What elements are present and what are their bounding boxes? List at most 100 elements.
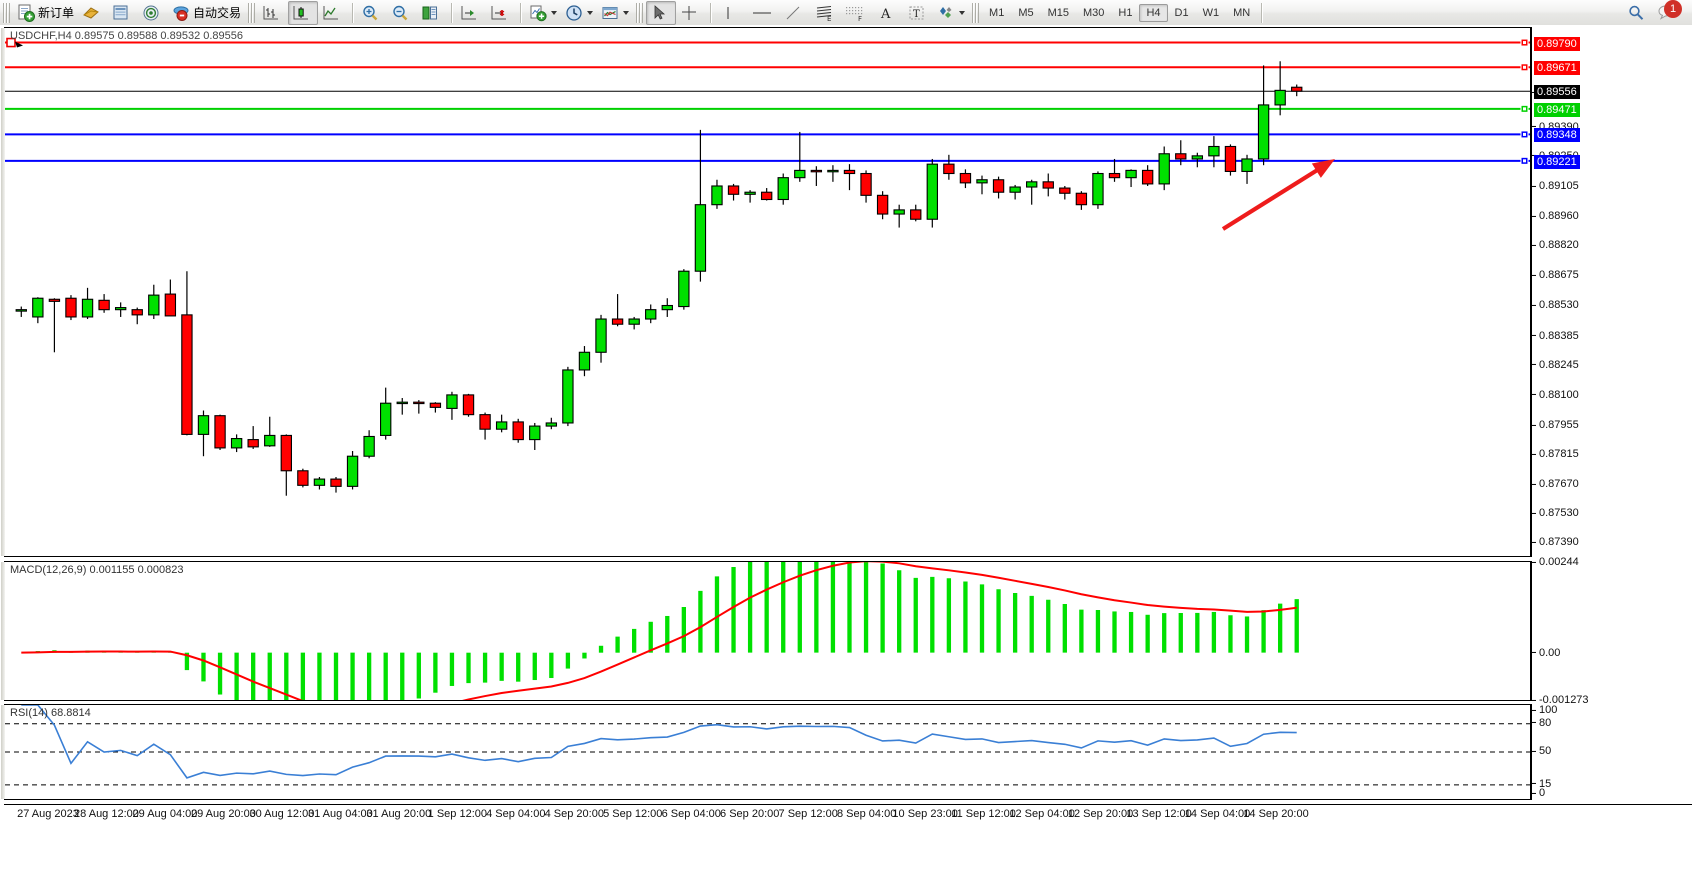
rsi-tick: 80 xyxy=(1532,717,1551,729)
text-label-button[interactable]: T xyxy=(903,1,933,25)
new-order-icon xyxy=(18,4,35,22)
svg-text:F: F xyxy=(858,15,862,22)
timeframe-h4[interactable]: H4 xyxy=(1139,3,1168,22)
templates-icon xyxy=(602,6,618,19)
new-order-label: 新订单 xyxy=(38,6,75,20)
timeframe-m30[interactable]: M30 xyxy=(1083,6,1105,19)
horizontal-line-icon xyxy=(753,12,772,13)
timeframe-w1[interactable]: W1 xyxy=(1202,6,1220,19)
candlestick-chart-button[interactable] xyxy=(288,0,319,25)
time-axis-label: 29 Aug 20:00 xyxy=(191,808,256,820)
price-tick: 0.88385 xyxy=(1532,330,1579,342)
time-axis[interactable]: 27 Aug 2023 28 Aug 12:00 29 Aug 04:00 29 Au… xyxy=(4,804,1692,825)
text-button[interactable]: A xyxy=(873,1,903,25)
line-chart-button[interactable] xyxy=(318,1,348,25)
chart-workspace: USDCHF,H4 0.89575 0.89588 0.89532 0.8955… xyxy=(0,25,1692,881)
time-axis-label: 13 Sep 12:00 xyxy=(1126,808,1192,820)
toolbar-grip[interactable] xyxy=(3,2,10,23)
new-order-button[interactable]: 新订单 xyxy=(13,1,78,25)
chart-shift-button[interactable] xyxy=(456,1,486,25)
tile-windows-button[interactable] xyxy=(417,1,447,25)
indicators-icon xyxy=(530,5,547,21)
price-label-green-level[interactable]: 0.89471 xyxy=(1534,102,1580,117)
macd-chart-canvas[interactable] xyxy=(5,562,1530,700)
signals-icon xyxy=(143,5,159,20)
bar-chart-button[interactable] xyxy=(258,1,288,25)
price-tick: 0.88820 xyxy=(1532,239,1579,251)
period-dropdown-caret[interactable] xyxy=(587,10,594,15)
zoom-in-button[interactable] xyxy=(357,1,387,25)
fibonacci-button[interactable]: E xyxy=(809,1,839,25)
search-icon xyxy=(1629,5,1644,20)
toolbar-separator-5 xyxy=(1261,2,1263,23)
auto-trading-label: 自动交易 xyxy=(193,6,242,20)
price-tick: 0.88100 xyxy=(1532,389,1579,401)
svg-text:T: T xyxy=(913,9,920,20)
shapes-icon xyxy=(940,6,952,18)
price-label-last[interactable]: 0.89556 xyxy=(1534,85,1580,100)
period-icon xyxy=(566,4,582,21)
price-label-resistance-1[interactable]: 0.89790 xyxy=(1534,36,1580,51)
price-pane[interactable]: USDCHF,H4 0.89575 0.89588 0.89532 0.8955… xyxy=(1,27,1531,557)
indicators-dropdown-caret[interactable] xyxy=(551,10,558,15)
signals-button[interactable] xyxy=(138,1,168,25)
vertical-line-button[interactable] xyxy=(715,1,745,25)
shapes-button[interactable] xyxy=(933,1,969,25)
crosshair-button[interactable] xyxy=(676,1,706,25)
time-axis-label: 29 Aug 04:00 xyxy=(132,808,198,820)
price-axis[interactable]: 0.895560.893900.892500.891050.889600.888… xyxy=(1531,27,1692,557)
toolbar-grip-4[interactable] xyxy=(972,2,980,23)
zoom-out-icon xyxy=(393,5,408,20)
notifications-button[interactable]: 1 xyxy=(1652,0,1682,25)
text-icon: A xyxy=(880,7,891,22)
data-window-icon xyxy=(113,5,128,19)
templates-dropdown-caret[interactable] xyxy=(623,10,630,15)
indicators-button[interactable] xyxy=(525,1,561,25)
macd-pane-grip xyxy=(1,562,5,700)
time-axis-label: 31 Aug 20:00 xyxy=(366,808,432,820)
time-axis-label: 12 Sep 04:00 xyxy=(1009,808,1075,820)
toolbar-grip-2[interactable] xyxy=(248,2,256,23)
time-axis-label: 10 Sep 23:00 xyxy=(892,808,958,820)
timeframe-m5[interactable]: M5 xyxy=(1018,6,1034,19)
timeframe-d1[interactable]: D1 xyxy=(1174,6,1189,19)
rsi-pane[interactable]: RSI(14) 68.8814 xyxy=(1,704,1531,800)
timeframe-h1[interactable]: H1 xyxy=(1118,6,1133,19)
timeframe-m15[interactable]: M15 xyxy=(1047,6,1069,19)
price-label-blue-level-2[interactable]: 0.89221 xyxy=(1534,154,1580,169)
macd-pane-title: MACD(12,26,9) 0.001155 0.000823 xyxy=(10,564,184,576)
timeframe-m1[interactable]: M1 xyxy=(989,6,1005,19)
price-label-blue-level-1[interactable]: 0.89348 xyxy=(1534,128,1580,143)
rsi-tick: 15 xyxy=(1532,778,1551,790)
toolbar-grip-3[interactable] xyxy=(636,2,644,23)
line-chart-icon xyxy=(323,5,339,19)
time-axis-label: 5 Sep 12:00 xyxy=(603,808,663,820)
horizontal-line-button[interactable] xyxy=(745,1,779,25)
macd-axis[interactable]: 0.00244 0.00 -0.001273 xyxy=(1531,556,1692,706)
rsi-chart-canvas[interactable] xyxy=(5,705,1530,799)
macd-pane[interactable]: MACD(12,26,9) 0.001155 0.000823 xyxy=(1,561,1531,701)
time-axis-label: 6 Sep 04:00 xyxy=(661,808,721,820)
time-axis-label: 14 Sep 04:00 xyxy=(1184,808,1251,820)
price-label-resistance-2[interactable]: 0.89671 xyxy=(1534,61,1580,76)
expert-advisors-button[interactable] xyxy=(78,1,108,25)
time-axis-label: 4 Sep 04:00 xyxy=(486,808,546,820)
period-button[interactable] xyxy=(561,1,597,25)
rsi-axis[interactable]: 100 80 50 15 0 xyxy=(1531,704,1692,800)
main-toolbar: 新订单 xyxy=(0,0,1692,26)
price-chart-canvas[interactable] xyxy=(5,28,1530,556)
shapes-dropdown-caret[interactable] xyxy=(959,10,966,15)
auto-scroll-button[interactable] xyxy=(486,1,516,25)
search-button[interactable] xyxy=(1622,1,1652,25)
trendline-button[interactable] xyxy=(779,1,809,25)
zoom-out-button[interactable] xyxy=(387,1,417,25)
cursor-button[interactable] xyxy=(646,0,677,25)
templates-button[interactable] xyxy=(597,1,633,25)
timeframe-mn[interactable]: MN xyxy=(1233,6,1251,19)
price-pane-grip xyxy=(1,28,5,556)
toolbar-separator-3 xyxy=(520,2,522,23)
data-window-button[interactable] xyxy=(108,1,138,25)
channel-button[interactable]: F xyxy=(839,1,873,25)
cursor-icon xyxy=(654,4,666,20)
auto-trading-button[interactable]: 自动交易 xyxy=(168,1,245,25)
